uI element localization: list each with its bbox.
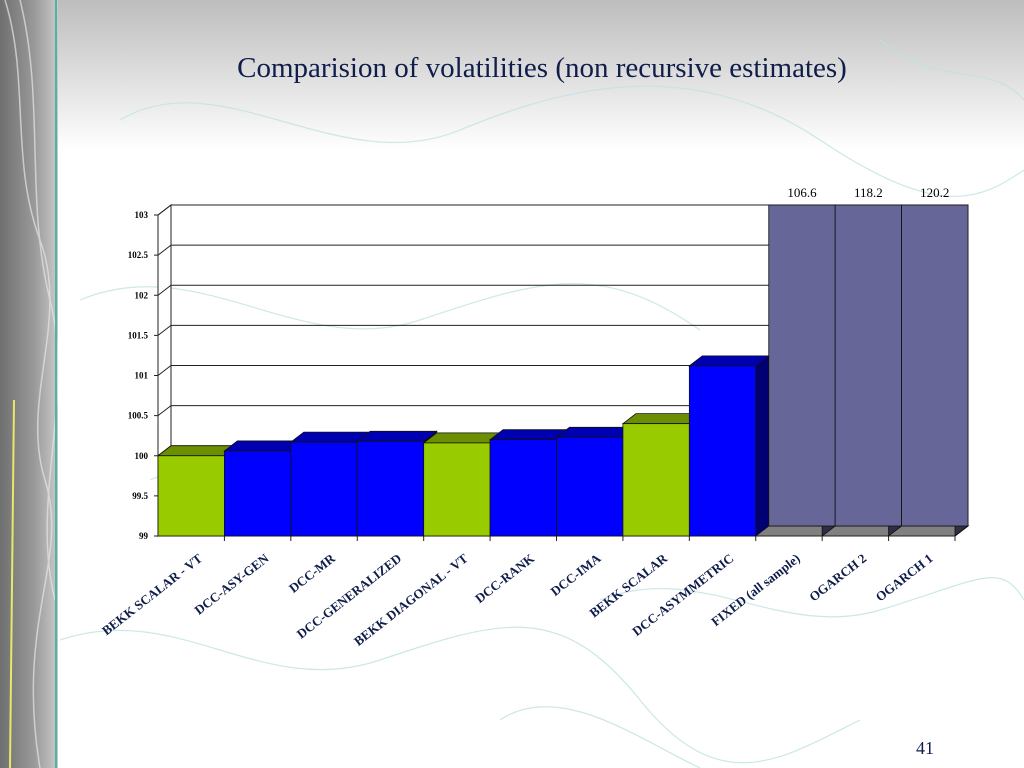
contour-lines [59, 39, 1024, 768]
bar-front [768, 204, 836, 527]
y-tick-label: 101 [135, 371, 149, 381]
y-tick-label: 102 [135, 290, 149, 300]
bar-front [489, 439, 557, 537]
gridline-depth [157, 284, 172, 296]
x-tick-label: DCC-MR [286, 550, 338, 596]
bar-front [356, 440, 425, 537]
bar-side [755, 355, 770, 537]
bar-top [688, 355, 770, 367]
data-label: 118.2 [854, 185, 883, 200]
x-tick-label: OGARCH 1 [873, 551, 936, 605]
y-tick-label: 100 [135, 451, 149, 461]
bar [768, 204, 836, 537]
slide-title: Comparision of volatilities (non recursi… [237, 52, 847, 84]
data-label: 120.2 [920, 185, 949, 200]
gridline-depth [157, 244, 172, 256]
y-tick-label: 99.5 [132, 491, 148, 501]
bar-front [622, 423, 690, 537]
page-number: 41 [916, 738, 934, 758]
bar-front [688, 365, 757, 537]
decorative-map-strip [0, 0, 58, 768]
x-tick-label: BEKK SCALAR - VT [99, 550, 205, 638]
bar-front [290, 441, 358, 537]
bar-top [356, 430, 438, 442]
y-tick-label: 103 [135, 210, 149, 220]
bar-front [834, 204, 902, 527]
gridline-depth [157, 324, 172, 336]
x-tick-label: DCC-ASY-GEN [191, 550, 271, 617]
bar-front [423, 442, 491, 537]
x-tick-label: DCC-RANK [472, 550, 538, 606]
gridline-depth [157, 405, 172, 417]
y-tick-label: 100.5 [128, 411, 149, 421]
bar-front [224, 450, 292, 537]
gridline-depth [157, 365, 172, 376]
bar [901, 204, 969, 537]
bar-front [556, 436, 624, 537]
bar-front [157, 455, 225, 537]
bar [834, 204, 902, 537]
bar-front [901, 204, 969, 527]
x-tick-label: OGARCH 2 [806, 551, 869, 605]
y-tick-label: 101.5 [128, 330, 149, 340]
y-tick-label: 99 [139, 531, 149, 541]
data-label: 106.6 [787, 185, 817, 200]
gridline-depth [157, 204, 172, 216]
y-tick-label: 102.5 [128, 250, 149, 260]
x-tick-label: DCC-IMA [548, 550, 604, 599]
bar [223, 440, 306, 537]
x-tick-label: BEKK DIAGONAL - VT [351, 550, 471, 648]
bar [688, 355, 770, 537]
